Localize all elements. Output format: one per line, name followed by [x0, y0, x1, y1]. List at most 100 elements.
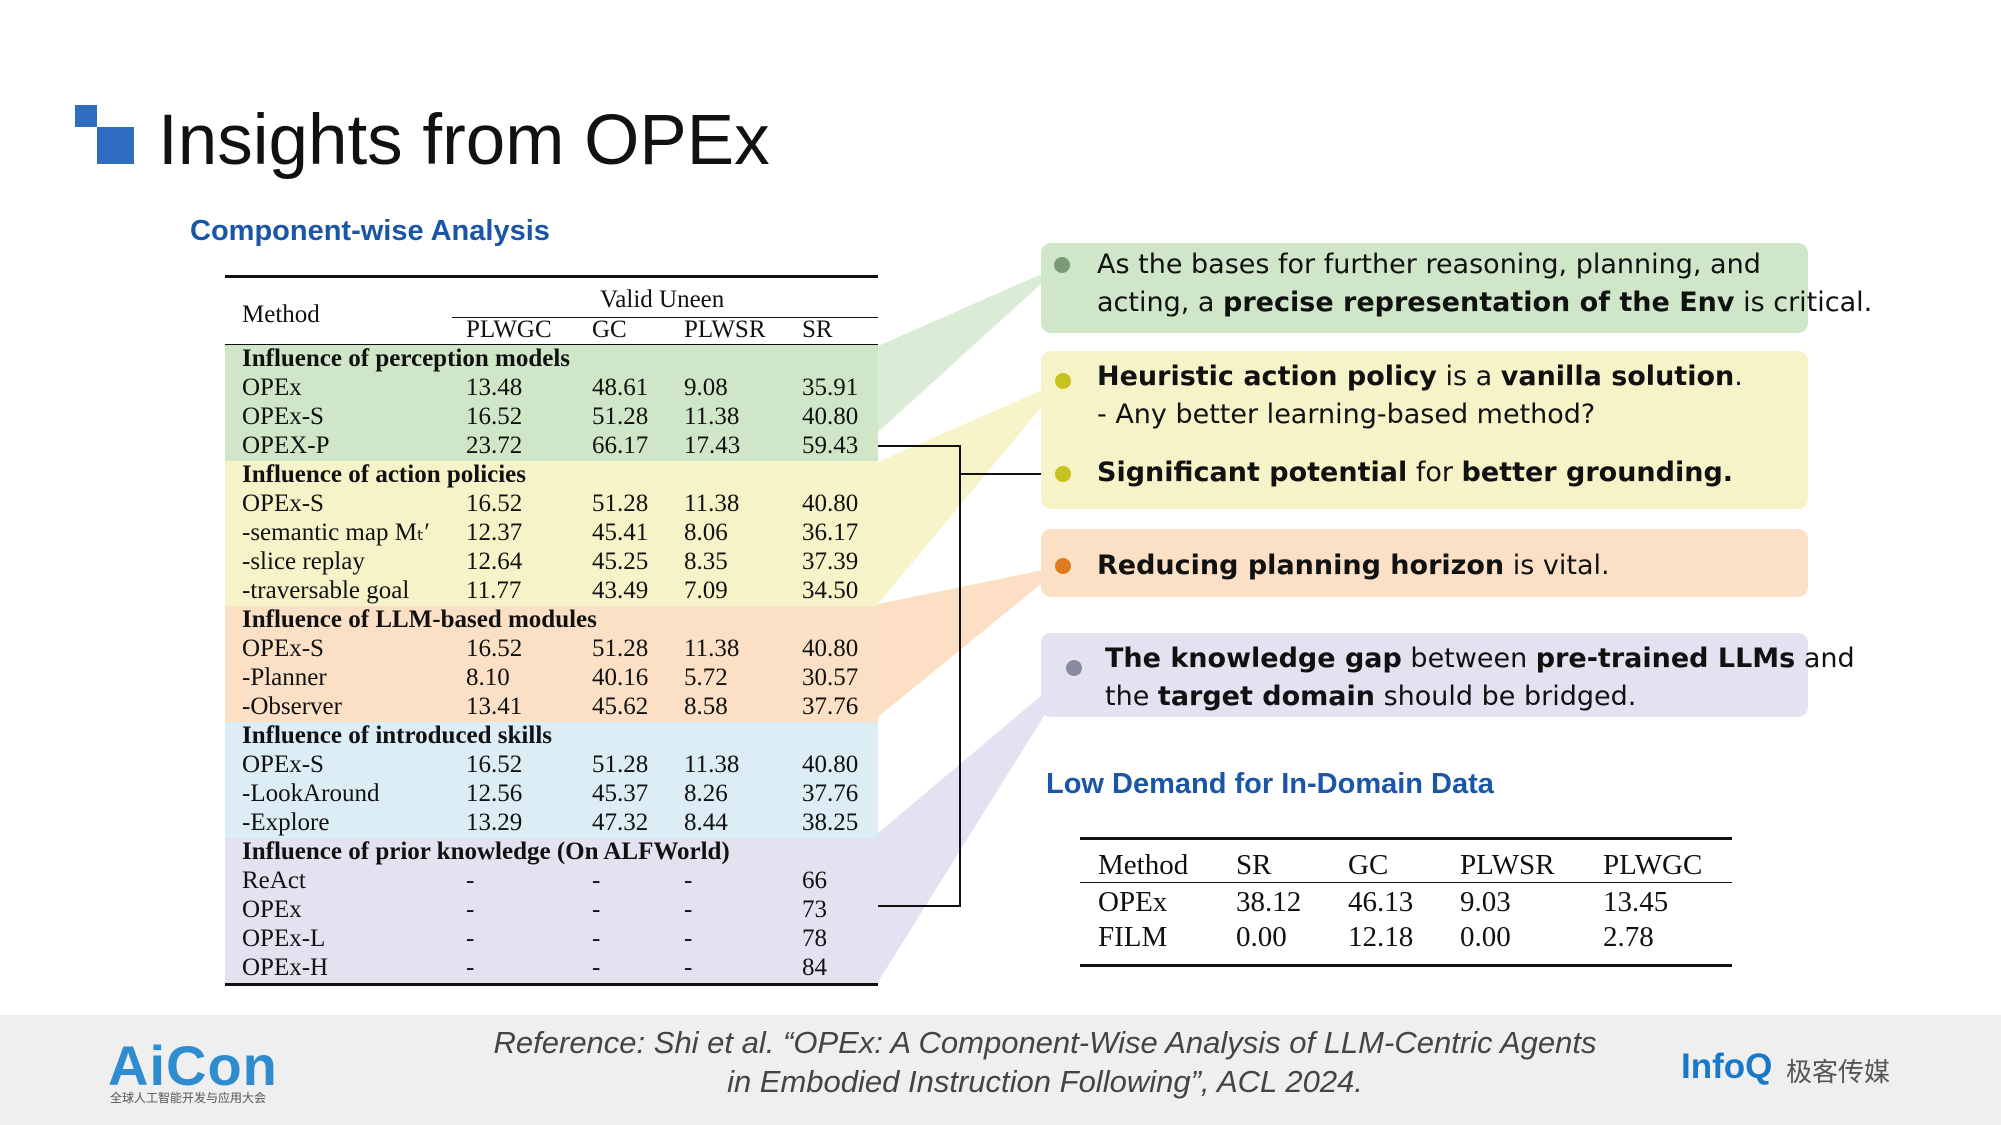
callout-text: should be bridged.	[1375, 681, 1637, 712]
table-cell: 48.61	[592, 374, 649, 401]
small-table-cell: 9.03	[1460, 886, 1511, 918]
table-cell: 8.35	[684, 548, 728, 575]
infoq-subtitle: 极客传媒	[1786, 1057, 1891, 1087]
callout-emphasis: better grounding.	[1461, 457, 1734, 488]
table-cell: -	[684, 896, 693, 923]
column-header: SR	[802, 316, 833, 343]
column-header: PLWGC	[466, 316, 552, 343]
table-cell: 37.76	[802, 780, 859, 807]
table-cell: -	[466, 896, 475, 923]
table-cell: -	[466, 954, 475, 981]
callout-box	[1041, 351, 1808, 509]
table-cell: -	[592, 867, 601, 894]
callout-line: Heuristic action policy is a vanilla sol…	[1097, 358, 1743, 396]
header-subrule	[452, 317, 878, 318]
callout-text: for	[1407, 457, 1462, 488]
callout-emphasis: The knowledge gap	[1105, 643, 1402, 674]
table-cell: 7.09	[684, 577, 728, 604]
small-table-cell: 2.78	[1603, 921, 1654, 953]
callout-box	[1041, 243, 1808, 333]
table-cell: 78	[802, 925, 827, 952]
wedge-perception	[878, 265, 1062, 432]
table-row-method: OPEx-S	[242, 635, 324, 662]
table-cell: 40.80	[802, 490, 859, 517]
callout-text: is vital.	[1504, 550, 1610, 581]
small-column-header: SR	[1236, 849, 1272, 881]
callout-text: - Any better learning-based method?	[1097, 399, 1596, 430]
small-table-cell: 13.45	[1603, 886, 1669, 918]
callout-dot-icon	[1066, 660, 1082, 676]
table-cell: -	[684, 867, 693, 894]
reference-line-2: in Embodied Instruction Following”, ACL …	[727, 1064, 1363, 1099]
table-cell: 11.38	[684, 635, 740, 662]
column-header: PLWSR	[684, 316, 766, 343]
table-cell: 34.50	[802, 577, 859, 604]
table-rule	[225, 344, 878, 345]
small-table-cell: 0.00	[1236, 921, 1287, 953]
reference-line-1: Reference: Shi et al. “OPEx: A Component…	[493, 1025, 1597, 1060]
table-cell: -	[466, 867, 475, 894]
footer-bar	[0, 1015, 2001, 1125]
wedge-llm	[878, 566, 1063, 717]
small-column-header: PLWSR	[1460, 849, 1555, 881]
method-header: Method	[242, 301, 320, 328]
group-band	[225, 838, 878, 983]
table-cell: 66.17	[592, 432, 649, 459]
table-cell: 8.58	[684, 693, 728, 720]
table-row-method: OPEx	[242, 374, 302, 401]
title-logo-large-square	[97, 127, 134, 164]
in-domain-heading: Low Demand for In-Domain Data	[1046, 768, 1494, 800]
table-cell: 59.43	[802, 432, 859, 459]
table-cell: 17.43	[684, 432, 741, 459]
callout-emphasis: Heuristic action policy	[1097, 361, 1437, 392]
callout-text: As the bases for further reasoning, plan…	[1097, 249, 1761, 280]
callout-emphasis: target domain	[1157, 681, 1376, 712]
callout-dot-icon	[1055, 466, 1071, 482]
table-row-method: OPEx	[242, 896, 302, 923]
table-cell: 37.76	[802, 693, 859, 720]
table-cell: 45.62	[592, 693, 649, 720]
table-cell: 12.64	[466, 548, 523, 575]
table-row-method: ReAct	[242, 867, 306, 894]
callout-line: The knowledge gap between pre-trained LL…	[1105, 640, 1855, 678]
table-row-method: OPEx-L	[242, 925, 326, 952]
aicon-logo: AiCon	[108, 1034, 278, 1097]
table-cell: 40.80	[802, 751, 859, 778]
valid-unseen-header: Valid Uneen	[600, 286, 725, 313]
table-cell: 13.48	[466, 374, 523, 401]
page-title: Insights from OPEx	[158, 101, 770, 180]
table-cell: 40.80	[802, 635, 859, 662]
small-table-rule	[1080, 837, 1732, 840]
callout-line: acting, a precise representation of the …	[1097, 284, 1872, 322]
callout-text: and	[1795, 643, 1855, 674]
table-cell: 13.29	[466, 809, 523, 836]
wedge-action	[878, 381, 1063, 604]
table-cell: 35.91	[802, 374, 859, 401]
table-cell: 45.25	[592, 548, 649, 575]
group-band	[225, 461, 878, 606]
small-table-rule	[1080, 964, 1732, 967]
table-row-method: -Observer	[242, 693, 342, 720]
callout-line: Reducing planning horizon is vital.	[1097, 547, 1610, 585]
table-cell: 40.80	[802, 403, 859, 430]
table-row-method: -LookAround	[242, 780, 380, 807]
small-column-header: PLWGC	[1603, 849, 1703, 881]
table-cell: 16.52	[466, 403, 523, 430]
table-cell: -	[592, 925, 601, 952]
callout-text: the	[1105, 681, 1158, 712]
table-cell: 51.28	[592, 751, 649, 778]
table-cell: 73	[802, 896, 827, 923]
callout-text: acting, a	[1097, 287, 1224, 318]
callout-text: is critical.	[1734, 287, 1873, 318]
group-title: Influence of LLM-based modules	[242, 606, 597, 633]
table-row-method: -slice replay	[242, 548, 365, 575]
table-row-method: OPEx-S	[242, 751, 324, 778]
infoq-logo: InfoQ	[1681, 1047, 1773, 1086]
small-table-cell: 0.00	[1460, 921, 1511, 953]
table-row-method: OPEx-H	[242, 954, 329, 981]
table-rule	[225, 983, 878, 986]
table-cell: 30.57	[802, 664, 859, 691]
table-cell: 51.28	[592, 403, 649, 430]
column-header: GC	[592, 316, 627, 343]
